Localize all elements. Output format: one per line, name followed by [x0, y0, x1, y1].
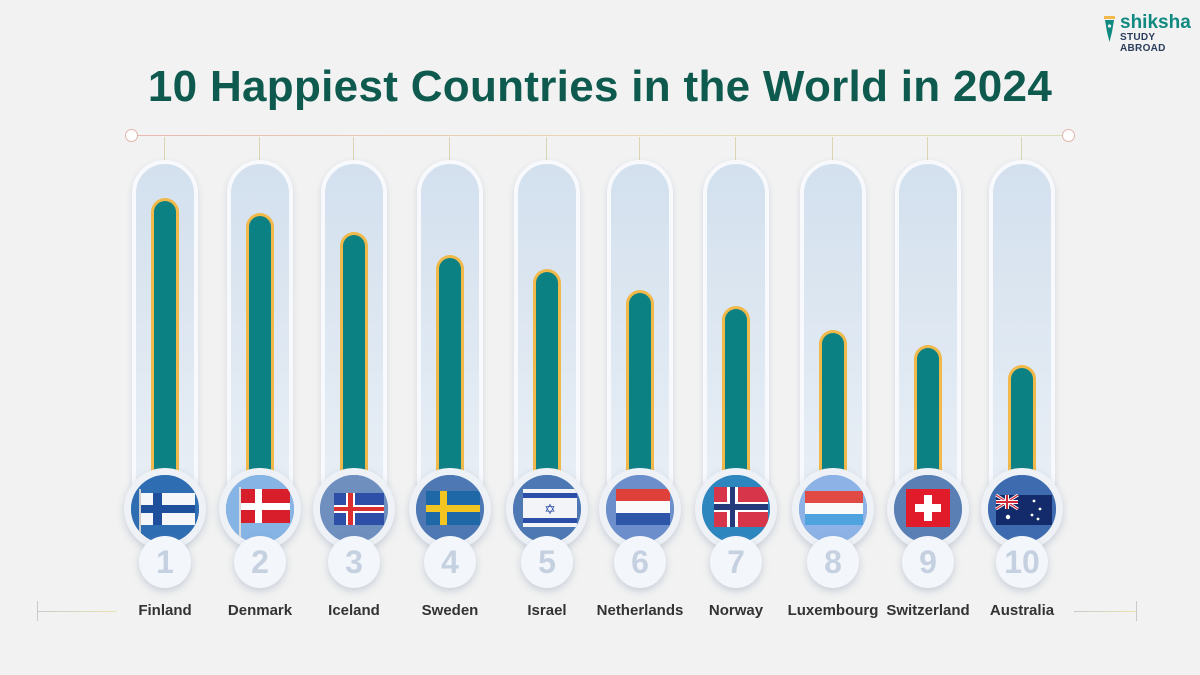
netherlands-flag-icon — [606, 475, 674, 543]
shiksha-logo: shiksha STUDY ABROAD — [1104, 12, 1200, 54]
country-column: 1 Finland — [124, 0, 206, 675]
column-stem — [1021, 137, 1022, 161]
bar — [151, 198, 179, 487]
column-stem — [546, 137, 547, 161]
bottom-line-left — [37, 611, 117, 612]
country-column: 8 Luxembourg — [788, 0, 878, 675]
bar — [722, 306, 750, 487]
flag-badge — [313, 468, 395, 550]
rank-badge: 10 — [996, 536, 1048, 588]
country-column: 7 Norway — [695, 0, 777, 675]
bottom-line-right — [1074, 611, 1136, 612]
column-stem — [639, 137, 640, 161]
denmark-flag-icon — [226, 475, 294, 543]
flag-badge — [981, 468, 1063, 550]
country-name: Norway — [708, 602, 764, 619]
country-column: 2 Denmark — [219, 0, 301, 675]
country-name: Switzerland — [886, 602, 970, 619]
rank-badge: 4 — [424, 536, 476, 588]
luxembourg-flag-icon — [799, 475, 867, 543]
country-name: Israel — [527, 602, 567, 619]
flag-badge — [219, 468, 301, 550]
iceland-flag-icon — [320, 475, 388, 543]
finland-flag-icon — [131, 475, 199, 543]
rank-badge: 7 — [710, 536, 762, 588]
country-name: Australia — [989, 602, 1055, 619]
column-stem — [927, 137, 928, 161]
column-stem — [449, 137, 450, 161]
page-title: 10 Happiest Countries in the World in 20… — [147, 62, 1053, 111]
bottom-tick-right — [1136, 601, 1137, 621]
rank-badge: 6 — [614, 536, 666, 588]
rank-badge: 9 — [902, 536, 954, 588]
bar — [819, 330, 847, 487]
bottom-tick-left — [37, 601, 38, 621]
flag-badge — [887, 468, 969, 550]
column-stem — [259, 137, 260, 161]
svg-text:✡: ✡ — [544, 502, 556, 518]
country-column: ✡ 5 Israel — [506, 0, 588, 675]
country-column: 10 Australia — [981, 0, 1063, 675]
israel-flag-icon: ✡ — [513, 475, 581, 543]
australia-flag-icon — [988, 475, 1056, 543]
country-name: Sweden — [421, 602, 479, 619]
logo-tagline: STUDY ABROAD — [1120, 32, 1166, 54]
country-name: Finland — [138, 602, 192, 619]
country-name: Netherlands — [596, 602, 684, 619]
sweden-flag-icon — [416, 475, 484, 543]
rank-badge: 5 — [521, 536, 573, 588]
country-column: 4 Sweden — [409, 0, 491, 675]
column-stem — [735, 137, 736, 161]
column-stem — [353, 137, 354, 161]
bar — [246, 213, 274, 487]
flag-badge — [409, 468, 491, 550]
country-name: Denmark — [227, 602, 293, 619]
column-stem — [832, 137, 833, 161]
country-name: Iceland — [328, 602, 380, 619]
norway-flag-icon — [702, 475, 770, 543]
bar — [436, 255, 464, 487]
bar — [533, 269, 561, 487]
switzerland-flag-icon — [894, 475, 962, 543]
rank-badge: 3 — [328, 536, 380, 588]
pen-nib-icon — [1104, 16, 1115, 42]
bar — [1008, 365, 1036, 487]
country-column: 3 Iceland — [313, 0, 395, 675]
bar — [340, 232, 368, 487]
country-column: 6 Netherlands — [597, 0, 683, 675]
rank-badge: 2 — [234, 536, 286, 588]
rank-badge: 8 — [807, 536, 859, 588]
line-end-circle-right — [1062, 129, 1075, 142]
top-connector-line — [138, 135, 1062, 136]
flag-badge — [599, 468, 681, 550]
country-name: Luxembourg — [787, 602, 879, 619]
logo-brand: shiksha — [1120, 12, 1191, 33]
column-stem — [164, 137, 165, 161]
rank-badge: 1 — [139, 536, 191, 588]
country-column: 9 Switzerland — [886, 0, 970, 675]
bar — [914, 345, 942, 487]
line-end-circle-left — [125, 129, 138, 142]
bar — [626, 290, 654, 487]
